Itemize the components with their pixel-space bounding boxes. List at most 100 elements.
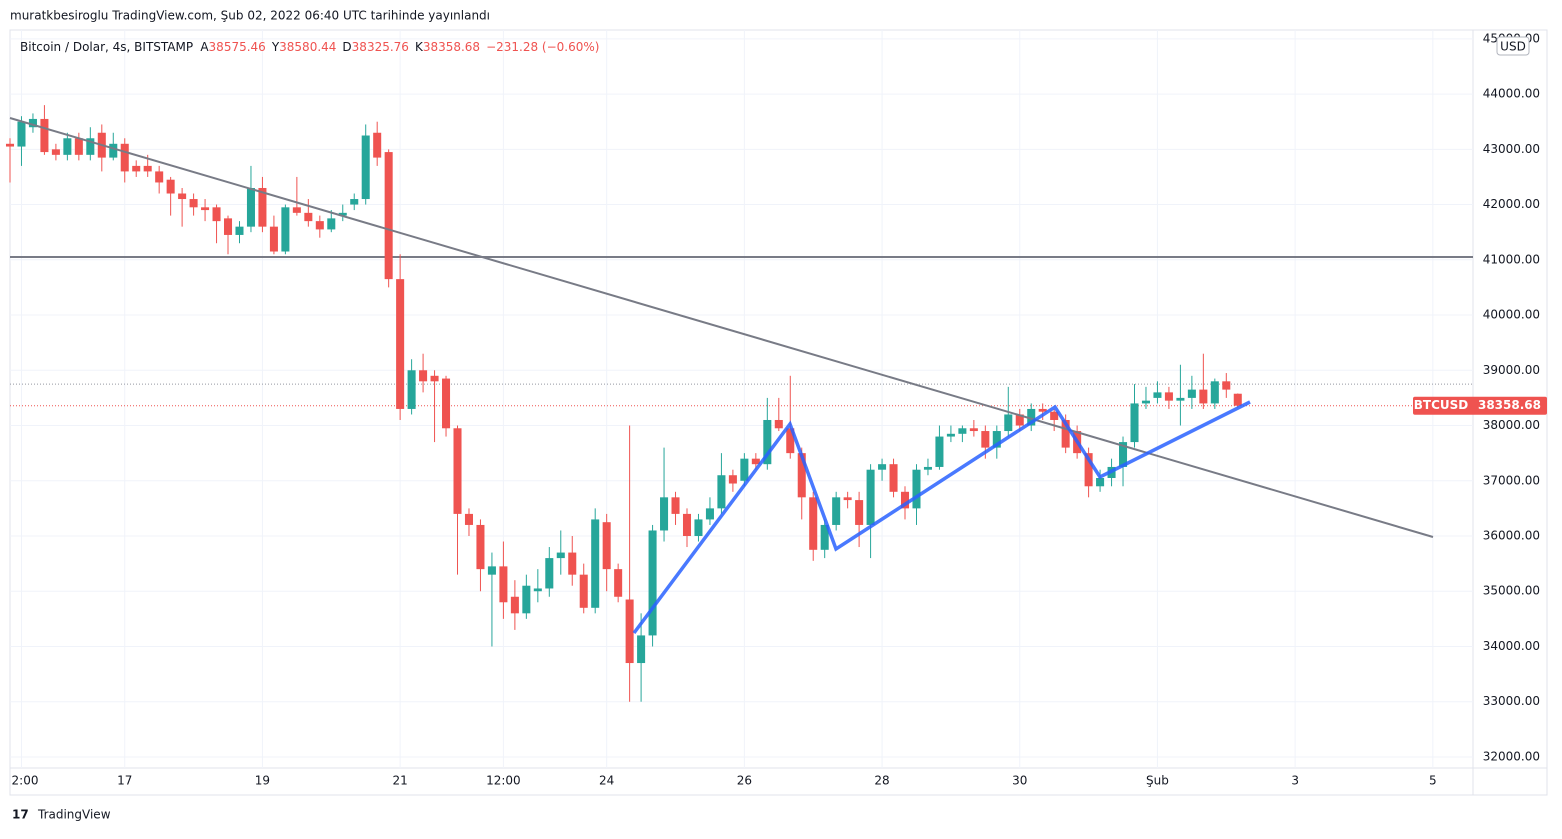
candle-body	[923, 466, 932, 470]
x-tick-label: 3	[1291, 774, 1299, 788]
candle-body	[269, 226, 278, 252]
publisher: muratkbesiroglu TradingView.com, Şub 02,…	[10, 9, 490, 23]
candles	[5, 105, 1242, 702]
candle-body	[946, 433, 955, 437]
candle-body	[728, 475, 737, 484]
candle-body	[855, 500, 864, 525]
legend-value: 38580.44	[279, 40, 336, 54]
candle-body	[614, 569, 623, 597]
candle-body	[992, 431, 1001, 448]
candle-body	[1096, 477, 1105, 487]
candle-body	[786, 428, 795, 454]
x-tick-label: 19	[255, 774, 270, 788]
x-tick-label: Şub	[1146, 774, 1169, 788]
y-tick-label: 35000.00	[1483, 584, 1540, 598]
candle-body	[820, 524, 829, 550]
x-tick-label: 24	[599, 774, 614, 788]
candle-body	[809, 497, 818, 550]
candle-body	[889, 464, 898, 492]
candle-body	[1130, 403, 1139, 443]
y-tick-label: 40000.00	[1483, 308, 1540, 322]
candle-body	[201, 207, 210, 211]
candle-body	[522, 585, 531, 614]
candle-body	[671, 497, 680, 514]
candle-body	[533, 588, 542, 592]
candle-body	[694, 519, 703, 536]
candle-body	[74, 138, 83, 155]
candle-body	[304, 212, 313, 222]
candle-body	[969, 428, 978, 432]
candle-body	[797, 453, 806, 498]
candle-body	[258, 187, 267, 227]
candle-body	[373, 132, 382, 158]
candle-body	[223, 218, 233, 235]
y-tick-label: 39000.00	[1483, 363, 1540, 377]
levels	[10, 256, 1473, 407]
y-tick-label: 34000.00	[1483, 639, 1540, 653]
candle-body	[109, 143, 118, 158]
candle-body	[866, 469, 875, 525]
price-label-box	[1413, 396, 1547, 415]
candle-body	[981, 431, 990, 448]
legend-key: Y	[271, 40, 280, 54]
logo: 𝟭𝟳	[12, 808, 29, 822]
y-tick-label: 32000.00	[1483, 749, 1540, 763]
legend-title: Bitcoin / Dolar, 4s, BITSTAMP	[20, 40, 193, 54]
candle-body	[751, 458, 760, 465]
legend-key: D	[342, 40, 351, 54]
candle-body	[1210, 381, 1219, 404]
candle-body	[510, 596, 519, 614]
candle-body	[487, 566, 496, 575]
x-tick-label: 2:00	[12, 774, 39, 788]
candle-body	[545, 558, 554, 589]
x-tick-label: 17	[117, 774, 132, 788]
candle-body	[843, 497, 852, 501]
candle-body	[912, 469, 921, 509]
candle-body	[5, 143, 15, 147]
candle-body	[120, 143, 129, 172]
candle-body	[1084, 453, 1093, 487]
candle-body	[1164, 392, 1173, 401]
legend-value: 38325.76	[352, 40, 409, 54]
x-tick-label: 21	[392, 774, 407, 788]
wave-drawing	[632, 400, 1251, 635]
candle-body	[476, 524, 485, 570]
x-tick-label: 28	[874, 774, 889, 788]
legend-change: −231.28 (−0.60%)	[486, 40, 599, 54]
candle-body	[1233, 393, 1242, 406]
y-tick-label: 37000.00	[1483, 473, 1540, 487]
candle-body	[832, 497, 841, 525]
legend-value: 38358.68	[423, 40, 480, 54]
candle-body	[28, 118, 37, 128]
candle-body	[212, 207, 221, 222]
candle-body	[1015, 414, 1024, 426]
candle-body	[327, 218, 336, 230]
candle-body	[407, 370, 416, 409]
candle-body	[499, 566, 508, 603]
candle-body	[648, 530, 657, 636]
price-value: 38358.68	[1478, 398, 1541, 412]
candle-body	[419, 370, 428, 382]
legend-key: K	[415, 40, 424, 54]
x-tick-label: 30	[1012, 774, 1027, 788]
candle-body	[568, 552, 577, 575]
candle-body	[430, 375, 439, 382]
candle-body	[189, 199, 198, 208]
y-tick-label: 42000.00	[1483, 197, 1540, 211]
candle-body	[774, 419, 783, 429]
candle-body	[660, 497, 669, 531]
candle-body	[1004, 414, 1013, 432]
ohlc-legend: Bitcoin / Dolar, 4s, BITSTAMP A38575.46 Y3…	[20, 40, 599, 54]
candle-body	[17, 121, 26, 147]
candle-body	[682, 513, 692, 536]
candle-body	[442, 378, 451, 429]
candle-body	[132, 165, 141, 172]
y-tick-label: 43000.00	[1483, 142, 1540, 156]
trend-line	[9, 117, 1434, 538]
candle-body	[361, 135, 370, 200]
candle-body	[1153, 392, 1162, 398]
candle-body	[637, 635, 646, 664]
y-tick-label: 33000.00	[1483, 694, 1540, 708]
candle-body	[556, 552, 565, 559]
